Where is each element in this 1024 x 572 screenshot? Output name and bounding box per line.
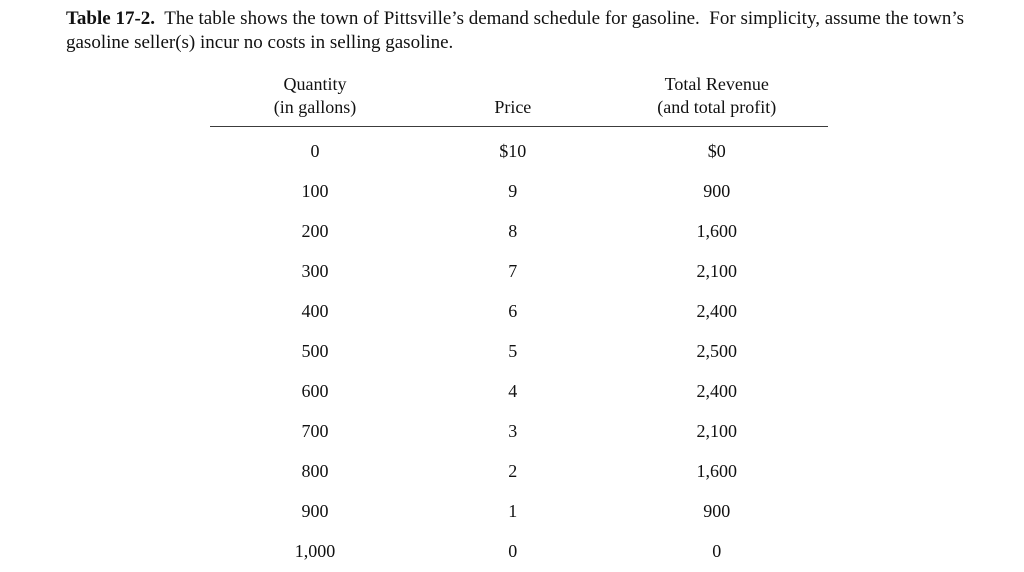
demand-schedule-table: Quantity (in gallons) Price Total Revenu… — [210, 73, 828, 571]
table-row: 500 5 2,500 — [210, 331, 828, 371]
quantity-cell: 500 — [301, 340, 329, 361]
column-header-revenue: Total Revenue (and total profit) — [606, 73, 828, 119]
column-header-quantity-line2: (in gallons) — [273, 97, 357, 117]
column-header-price: Price — [420, 96, 605, 119]
quantity-cell: 700 — [301, 420, 329, 441]
table-body: 0 $10 $0 100 9 900 200 8 1,600 300 7 2,100 400 6 2,400… — [210, 127, 828, 571]
table-row: 1,000 0 0 — [210, 531, 828, 571]
column-header-quantity-line1: Quantity — [283, 74, 347, 94]
revenue-cell: 900 — [703, 500, 731, 521]
quantity-cell: 0 — [310, 140, 320, 161]
revenue-cell: 2,400 — [696, 300, 737, 321]
quantity-cell: 400 — [301, 300, 329, 321]
column-header-revenue-line1: Total Revenue — [664, 74, 769, 94]
revenue-cell: 1,600 — [696, 220, 737, 241]
revenue-cell: 1,600 — [696, 460, 737, 481]
price-cell: 2 — [508, 460, 518, 481]
price-cell: 3 — [508, 420, 518, 441]
revenue-cell: 900 — [703, 180, 731, 201]
price-cell: 9 — [508, 180, 518, 201]
revenue-cell: 2,100 — [696, 260, 737, 281]
price-cell: 6 — [508, 300, 518, 321]
quantity-cell: 200 — [301, 220, 329, 241]
revenue-cell: 2,400 — [696, 380, 737, 401]
table-caption-label: Table 17-2. — [66, 8, 156, 29]
price-cell: 1 — [508, 500, 518, 521]
price-cell: 0 — [508, 540, 518, 561]
table-row: 200 8 1,600 — [210, 211, 828, 251]
revenue-cell: $0 — [707, 140, 726, 161]
table-row: 800 2 1,600 — [210, 451, 828, 491]
quantity-cell: 600 — [301, 380, 329, 401]
table-row: 300 7 2,100 — [210, 251, 828, 291]
column-header-price-line2: Price — [494, 97, 532, 117]
table-row: 0 $10 $0 — [210, 131, 828, 171]
column-header-quantity: Quantity (in gallons) — [210, 73, 420, 119]
table-row: 900 1 900 — [210, 491, 828, 531]
quantity-cell: 800 — [301, 460, 329, 481]
table-row: 400 6 2,400 — [210, 291, 828, 331]
table-caption: Table 17-2. The table shows the town of … — [0, 0, 978, 55]
price-cell: 8 — [508, 220, 518, 241]
table-header-row: Quantity (in gallons) Price Total Revenu… — [210, 73, 828, 127]
revenue-cell: 2,500 — [696, 340, 737, 361]
revenue-cell: 2,100 — [696, 420, 737, 441]
quantity-cell: 900 — [301, 500, 329, 521]
quantity-cell: 1,000 — [294, 540, 336, 561]
quantity-cell: 300 — [301, 260, 329, 281]
caption-spacer — [155, 8, 164, 29]
quantity-cell: 100 — [301, 180, 329, 201]
table-row: 700 3 2,100 — [210, 411, 828, 451]
revenue-cell: 0 — [712, 540, 722, 561]
price-cell: 5 — [508, 340, 518, 361]
price-cell: 4 — [508, 380, 518, 401]
price-cell: 7 — [508, 260, 518, 281]
table-row: 100 9 900 — [210, 171, 828, 211]
table-row: 600 4 2,400 — [210, 371, 828, 411]
price-cell: $10 — [499, 140, 527, 161]
table-caption-text: The table shows the town of Pittsville’s… — [66, 8, 969, 53]
column-header-revenue-line2: (and total profit) — [657, 97, 777, 117]
